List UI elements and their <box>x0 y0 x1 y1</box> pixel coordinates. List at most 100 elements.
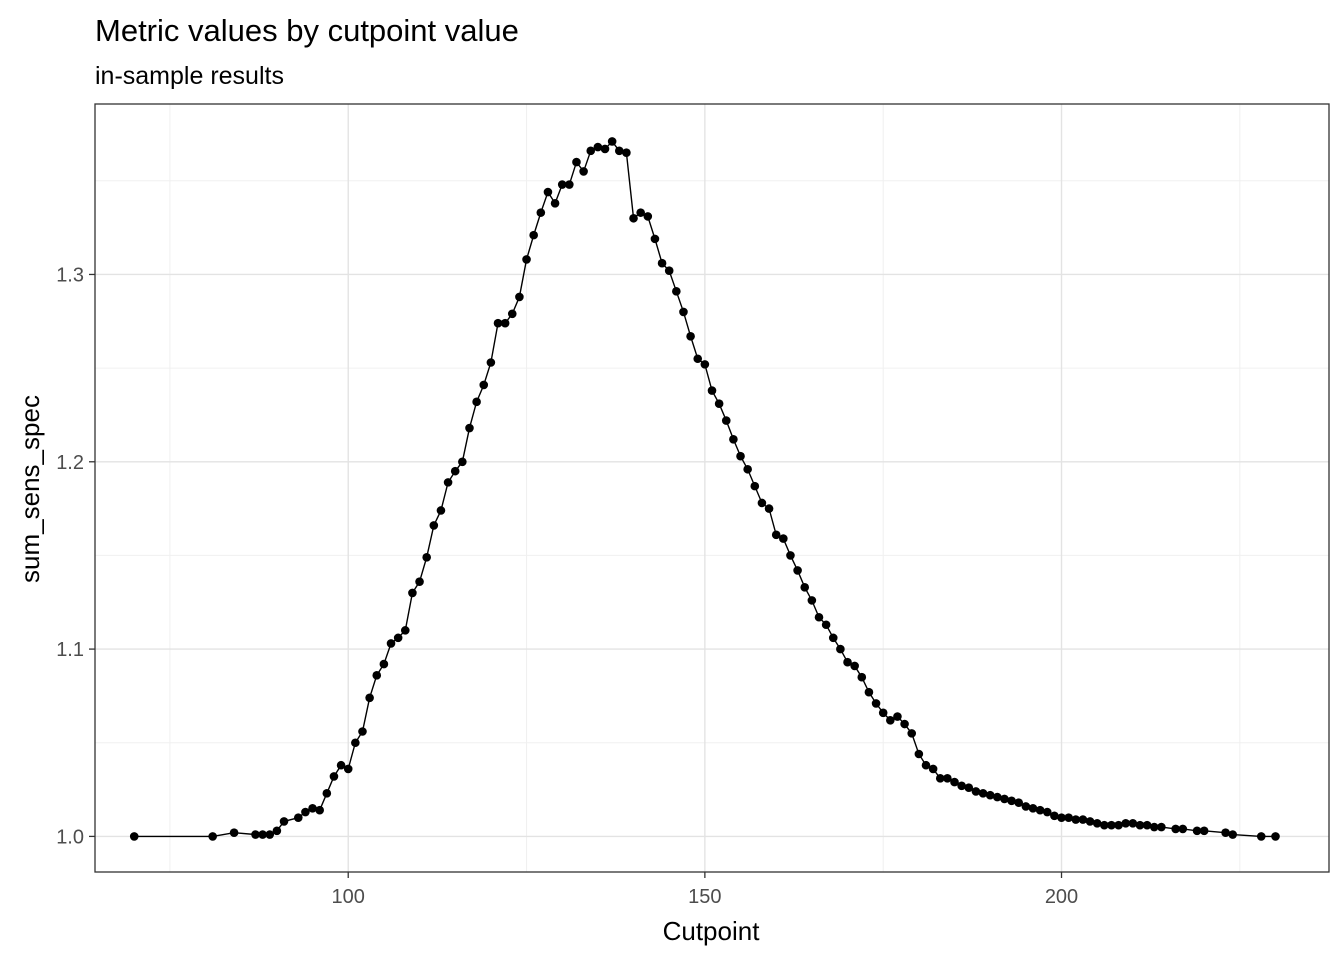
data-point <box>1007 796 1016 806</box>
data-point <box>729 434 738 444</box>
data-point <box>657 258 667 268</box>
data-point <box>736 451 745 461</box>
data-point <box>358 727 367 736</box>
data-point <box>850 661 859 671</box>
data-point <box>379 659 389 669</box>
data-point <box>786 551 795 560</box>
x-tick-label: 150 <box>688 886 721 908</box>
data-point <box>864 687 874 697</box>
data-point <box>522 255 531 264</box>
data-point <box>650 234 660 244</box>
data-point <box>836 644 845 654</box>
data-point <box>914 749 924 759</box>
data-point <box>757 498 767 508</box>
data-point <box>1199 826 1209 836</box>
data-point <box>279 817 289 826</box>
data-point <box>957 781 966 791</box>
data-point <box>893 712 902 721</box>
data-point <box>400 626 410 635</box>
data-point <box>1100 820 1109 830</box>
x-axis: 100 150 200 <box>332 872 1078 908</box>
data-point <box>800 582 810 592</box>
data-point <box>1142 820 1152 830</box>
data-point <box>251 830 260 839</box>
data-point <box>301 807 310 817</box>
data-point <box>807 596 817 605</box>
y-tick-label: 1.0 <box>56 826 84 848</box>
data-point <box>265 830 275 839</box>
data-point <box>1035 805 1045 815</box>
plot-panel-border <box>94 103 1330 873</box>
x-tick-label: 100 <box>332 886 365 908</box>
data-point <box>372 671 382 680</box>
x-axis-title: Cutpoint <box>663 916 761 946</box>
data-point <box>993 792 1002 802</box>
data-point <box>272 826 282 836</box>
data-point <box>1057 813 1066 822</box>
y-axis: 1.0 1.1 1.2 1.3 <box>56 264 95 848</box>
data-point <box>964 783 974 793</box>
data-point <box>714 399 724 409</box>
data-point <box>1114 820 1123 830</box>
data-point <box>721 416 731 425</box>
data-point <box>258 830 267 839</box>
data-point <box>1042 807 1052 817</box>
data-point <box>557 180 567 189</box>
data-point <box>928 764 938 774</box>
data-point <box>479 380 489 390</box>
data-point <box>600 144 610 154</box>
data-point <box>1092 818 1102 828</box>
data-point <box>764 504 774 513</box>
data-point <box>486 358 496 367</box>
data-point <box>1178 824 1188 834</box>
data-point <box>664 266 674 276</box>
data-point <box>871 699 881 708</box>
data-point <box>743 464 752 474</box>
data-point <box>229 828 239 837</box>
data-point <box>771 530 781 540</box>
data-point <box>450 466 460 476</box>
series-layer <box>129 137 1280 841</box>
data-point <box>814 612 824 622</box>
data-point <box>593 142 603 152</box>
data-point <box>415 577 424 586</box>
gridlines <box>95 104 1329 872</box>
data-point <box>1028 804 1038 813</box>
data-point <box>536 208 546 217</box>
data-point <box>586 146 596 156</box>
data-point <box>515 292 524 302</box>
data-point <box>1014 798 1024 807</box>
data-point <box>208 832 217 841</box>
data-point <box>1064 813 1073 822</box>
data-point <box>579 167 588 176</box>
data-point <box>978 789 988 798</box>
data-point <box>408 588 417 598</box>
data-point <box>614 146 624 156</box>
data-point <box>693 354 703 364</box>
data-point <box>607 137 617 146</box>
data-point <box>507 309 517 319</box>
data-point <box>308 804 317 813</box>
data-point <box>1171 824 1180 834</box>
data-point <box>1071 815 1081 824</box>
data-point <box>907 729 917 738</box>
data-point <box>886 715 895 725</box>
y-tick-label: 1.3 <box>56 264 84 286</box>
data-point <box>629 213 638 223</box>
data-point <box>493 318 503 328</box>
data-point <box>857 672 867 682</box>
data-point <box>700 360 710 369</box>
data-point <box>643 212 653 221</box>
data-point <box>422 553 431 562</box>
data-point <box>679 307 688 317</box>
data-point <box>465 423 474 433</box>
data-point <box>472 397 481 407</box>
data-point <box>821 620 831 630</box>
data-point <box>393 633 403 643</box>
data-point <box>1271 832 1280 841</box>
data-point <box>672 287 681 296</box>
data-point <box>565 180 574 189</box>
y-tick-label: 1.2 <box>56 452 84 474</box>
data-point <box>129 832 139 841</box>
data-point <box>336 760 346 770</box>
